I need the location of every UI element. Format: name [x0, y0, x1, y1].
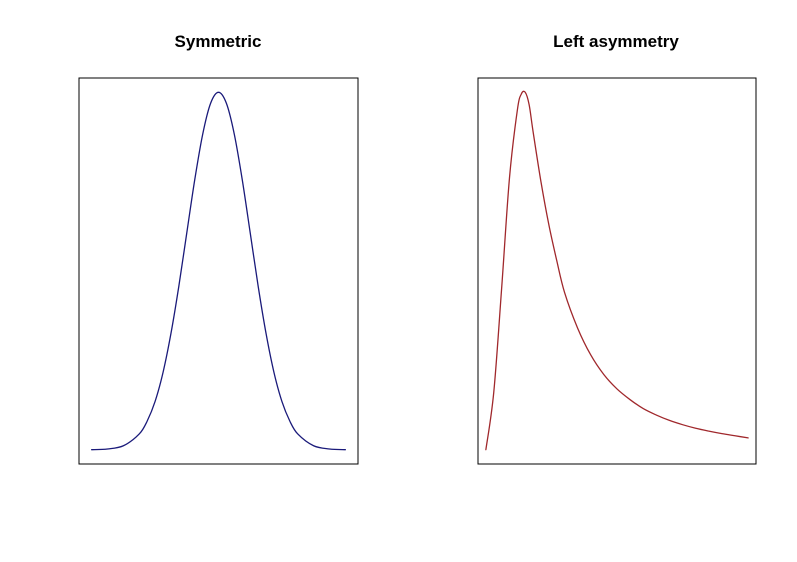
plot-frame-left-asymmetry	[477, 77, 757, 465]
chart-symmetric: Symmetric	[78, 32, 359, 465]
chart-title-left-asymmetry: Left asymmetry	[553, 32, 679, 51]
chart-title-symmetric: Symmetric	[175, 32, 262, 51]
plot-frame-symmetric	[78, 77, 359, 465]
density-curve-left-asymmetry	[485, 90, 749, 451]
chart-left-asymmetry: Left asymmetry	[477, 32, 757, 465]
density-curve-symmetric	[91, 91, 346, 451]
